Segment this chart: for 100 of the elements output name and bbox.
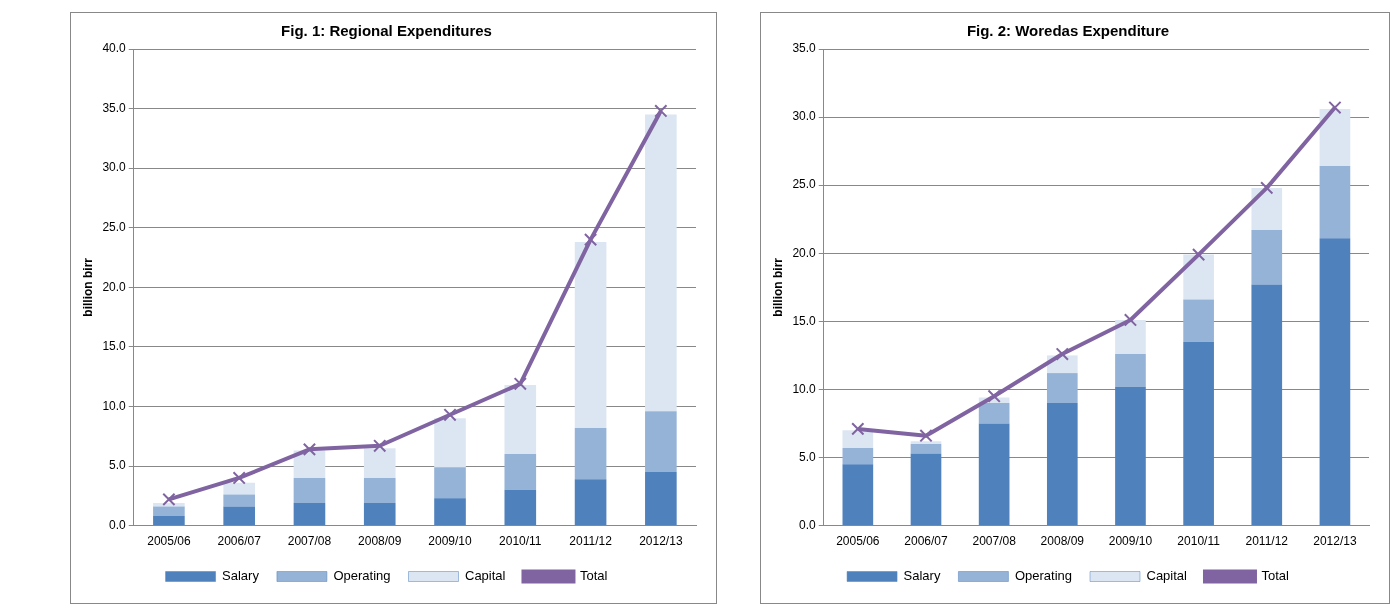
bar xyxy=(1183,341,1214,526)
bar xyxy=(434,467,466,499)
x-tick-label: 2008/09 xyxy=(1040,534,1085,549)
bar xyxy=(153,516,185,526)
bar xyxy=(978,403,1010,424)
bar xyxy=(645,471,677,526)
bar xyxy=(574,479,607,526)
bar xyxy=(645,411,677,472)
point xyxy=(373,439,387,453)
x-tick-label: 2009/10 xyxy=(1108,534,1153,549)
point xyxy=(583,232,598,247)
point xyxy=(302,442,317,456)
bar xyxy=(978,423,1010,526)
bar xyxy=(1319,238,1351,526)
point xyxy=(232,471,246,485)
x-tick-label: 2007/08 xyxy=(287,534,332,549)
legend-label: Capital xyxy=(465,568,506,584)
x-tick-label: 2010/11 xyxy=(1177,534,1221,549)
x-tick-label: 2006/07 xyxy=(904,534,948,549)
y-tick-label: 35.0 xyxy=(102,100,127,115)
bar xyxy=(842,447,874,465)
point xyxy=(1328,100,1342,115)
bar xyxy=(910,453,942,526)
bar xyxy=(434,498,466,526)
y-tick-label: 10.0 xyxy=(102,398,127,413)
bar xyxy=(363,502,396,526)
x-tick-label: 2012/13 xyxy=(639,534,683,549)
x-tick-label: 2006/07 xyxy=(217,534,262,549)
y-tick-label: 25.0 xyxy=(792,177,817,192)
y-tick-label: 5.0 xyxy=(109,458,127,473)
y-tick-label: 15.0 xyxy=(792,313,817,328)
legend-label: Salary xyxy=(222,568,260,584)
bar xyxy=(223,482,255,495)
bar xyxy=(504,489,537,526)
bar xyxy=(1319,108,1351,167)
y-tick-label: 0.0 xyxy=(799,517,817,532)
legend-label: Salary xyxy=(903,568,941,584)
bar xyxy=(1046,403,1078,526)
bar xyxy=(645,114,677,412)
bar xyxy=(1183,299,1214,342)
point xyxy=(1123,313,1138,327)
bar xyxy=(504,454,537,490)
x-tick-label: 2011/12 xyxy=(1245,534,1289,549)
y-tick-label: 40.0 xyxy=(102,41,127,56)
point xyxy=(1055,347,1069,361)
bar xyxy=(434,418,466,468)
bar xyxy=(1251,284,1283,526)
bar xyxy=(1046,373,1078,404)
bar xyxy=(1115,386,1146,526)
bar xyxy=(293,502,326,526)
bar xyxy=(1319,166,1351,239)
point xyxy=(851,422,865,436)
y-tick-label: 20.0 xyxy=(792,245,817,260)
x-tick-label: 2012/13 xyxy=(1313,534,1357,549)
bar xyxy=(842,430,874,448)
y-tick-label: 30.0 xyxy=(792,109,817,124)
bar xyxy=(1115,319,1146,355)
y-tick-label: 10.0 xyxy=(792,381,817,396)
bar xyxy=(504,385,537,455)
legend-label: Capital xyxy=(1146,568,1188,584)
point xyxy=(919,429,933,443)
chart-title: Fig. 1: Regional Expenditures xyxy=(281,22,492,40)
y-axis-title: billion birr xyxy=(80,257,95,317)
x-tick-label: 2007/08 xyxy=(972,534,1017,549)
bar xyxy=(842,464,874,526)
y-tick-label: 0.0 xyxy=(109,517,127,532)
point xyxy=(443,408,457,422)
y-tick-label: 30.0 xyxy=(102,160,127,175)
x-tick-label: 2010/11 xyxy=(499,534,542,549)
y-tick-label: 35.0 xyxy=(792,41,817,56)
y-tick-label: 25.0 xyxy=(102,220,127,235)
bar xyxy=(363,448,396,478)
legend-label: Operating xyxy=(1014,568,1073,584)
bar xyxy=(153,502,185,507)
chart-title: Fig. 2: Woredas Expenditure xyxy=(966,22,1170,40)
bar xyxy=(910,441,942,444)
bar xyxy=(223,494,255,507)
bar xyxy=(293,477,326,503)
x-tick-label: 2011/12 xyxy=(569,534,613,549)
bar xyxy=(363,477,396,503)
x-tick-label: 2009/10 xyxy=(428,534,473,549)
y-tick-label: 5.0 xyxy=(799,449,817,464)
bar xyxy=(153,506,185,517)
point xyxy=(513,377,527,391)
point xyxy=(654,104,668,118)
y-tick-label: 20.0 xyxy=(102,279,127,294)
bar xyxy=(574,427,607,480)
bar xyxy=(1251,230,1283,285)
point xyxy=(162,492,176,507)
x-tick-label: 2008/09 xyxy=(358,534,402,549)
legend-label: Total xyxy=(579,568,608,584)
legend-label: Total xyxy=(1261,568,1290,584)
y-tick-label: 15.0 xyxy=(102,339,127,354)
bar xyxy=(1115,354,1146,387)
y-axis-title: billion birr xyxy=(770,257,785,317)
bar xyxy=(1251,187,1283,231)
point xyxy=(987,389,1001,403)
bar xyxy=(574,242,607,428)
x-tick-label: 2005/06 xyxy=(836,534,880,549)
bar xyxy=(1183,254,1214,300)
